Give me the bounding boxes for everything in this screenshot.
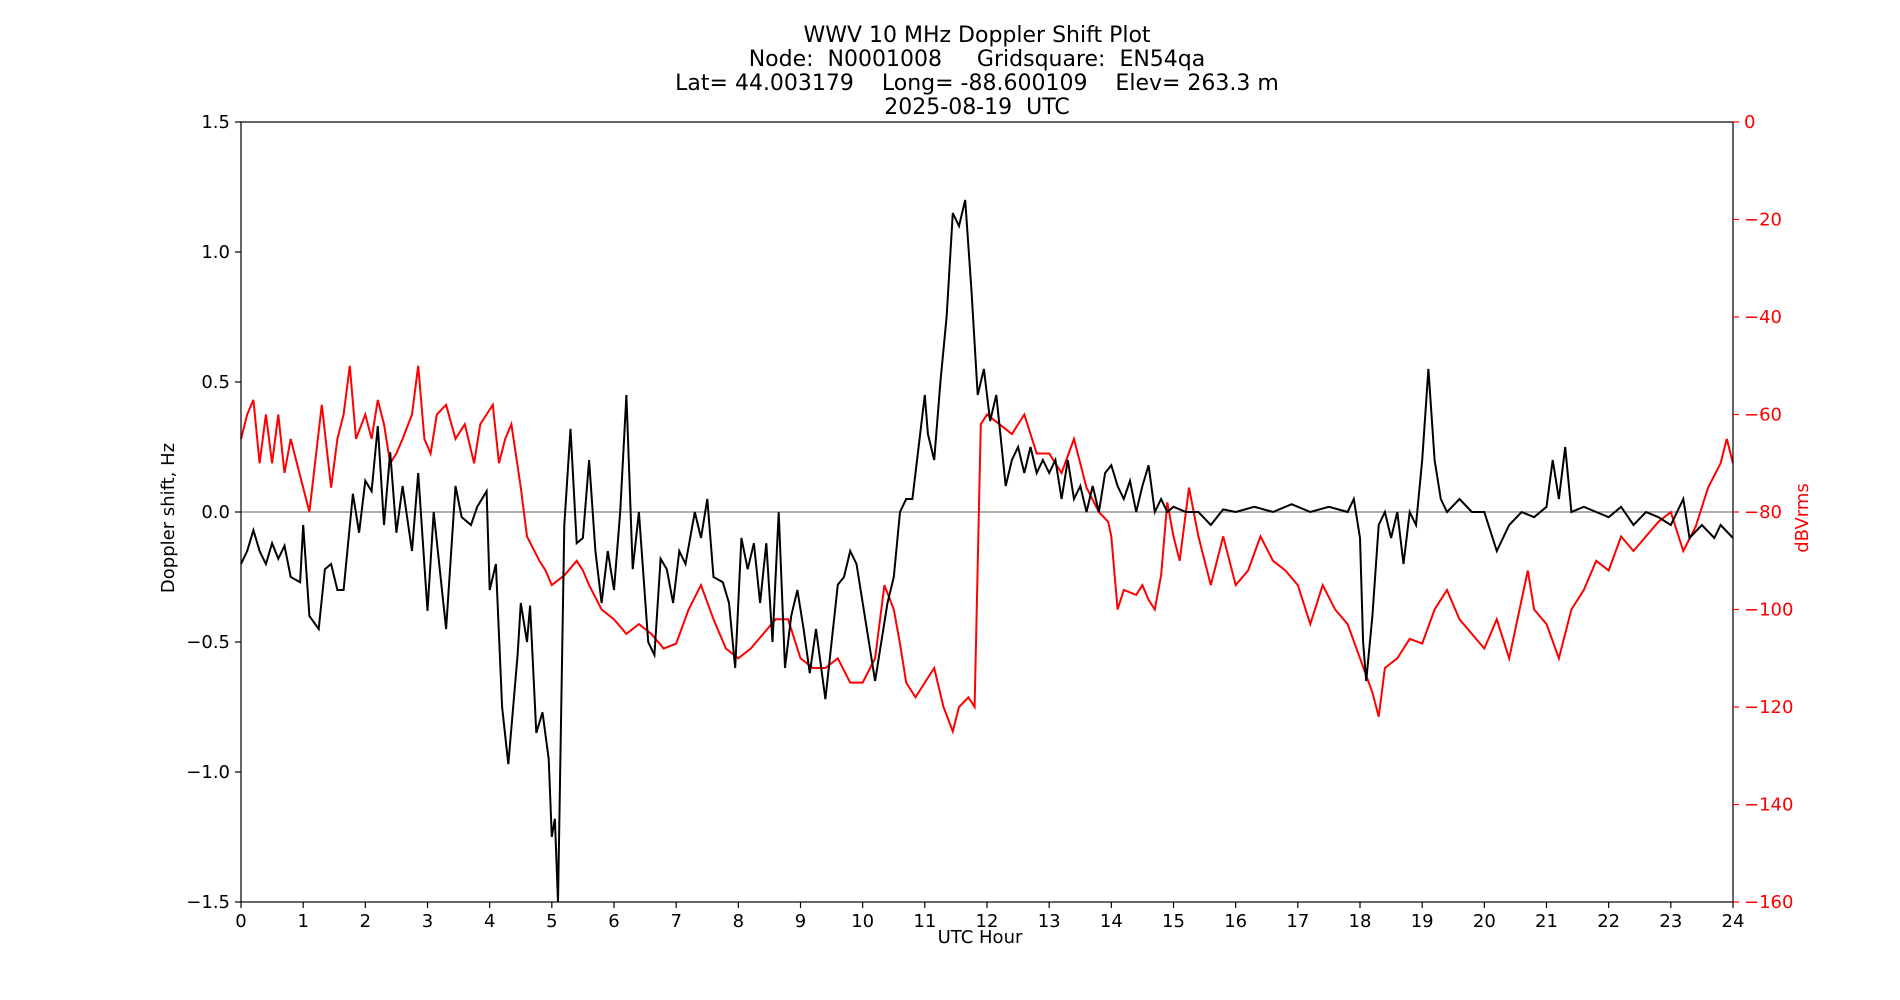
x-axis-ticks: 0 1 2 3 4 5 6 7 8 9 10 11 12 13 14 15 16 17 18 19 20 21 22 23 24	[235, 902, 1744, 932]
right-tick-label: −20	[1744, 210, 1782, 231]
x-tick-label: 1	[297, 911, 308, 932]
left-tick-label: 0.5	[201, 372, 230, 393]
left-tick-label: 0.0	[201, 502, 230, 523]
title-line-3: Lat= 44.003179 Long= -88.600109 Elev= 26…	[675, 71, 1279, 96]
left-tick-label: 1.0	[201, 242, 230, 263]
x-tick-label: 19	[1411, 911, 1434, 932]
power-series-line	[240, 365, 1734, 735]
left-tick-label: −1.0	[186, 762, 230, 783]
right-tick-label: −40	[1744, 307, 1782, 328]
title-line-2: Node: N0001008 Gridsquare: EN54qa	[749, 47, 1206, 72]
x-tick-label: 17	[1286, 911, 1309, 932]
x-tick-label: 4	[484, 911, 495, 932]
right-tick-label: 0	[1744, 112, 1755, 133]
x-tick-label: 2	[360, 911, 371, 932]
right-tick-label: −160	[1744, 892, 1793, 913]
x-tick-label: 10	[851, 911, 874, 932]
x-tick-label: 20	[1473, 911, 1496, 932]
x-tick-label: 22	[1597, 911, 1620, 932]
x-tick-label: 11	[913, 911, 936, 932]
title-line-1: WWV 10 MHz Doppler Shift Plot	[803, 23, 1150, 48]
x-tick-label: 8	[733, 911, 744, 932]
x-tick-label: 9	[795, 911, 806, 932]
x-tick-label: 21	[1535, 911, 1558, 932]
x-tick-label: 24	[1722, 911, 1745, 932]
title-line-4: 2025-08-19 UTC	[884, 95, 1069, 120]
x-tick-label: 12	[976, 911, 999, 932]
x-tick-label: 7	[670, 911, 681, 932]
x-tick-label: 13	[1038, 911, 1061, 932]
left-tick-label: −1.5	[186, 892, 230, 913]
right-axis-label: dBVrms	[1792, 483, 1813, 553]
x-tick-label: 6	[608, 911, 619, 932]
x-tick-label: 14	[1100, 911, 1123, 932]
right-tick-label: −60	[1744, 405, 1782, 426]
x-tick-label: 5	[546, 911, 557, 932]
x-tick-label: 3	[422, 911, 433, 932]
x-axis-label: UTC Hour	[938, 927, 1023, 948]
left-tick-label: −0.5	[186, 632, 230, 653]
x-tick-label: 18	[1349, 911, 1372, 932]
left-axis-ticks: 1.5 1.0 0.5 0.0 −0.5 −1.0 −1.5	[186, 112, 241, 913]
x-tick-label: 15	[1162, 911, 1185, 932]
right-tick-label: −120	[1744, 697, 1793, 718]
right-tick-label: −80	[1744, 502, 1782, 523]
left-tick-label: 1.5	[201, 112, 230, 133]
doppler-series-line	[240, 199, 1734, 903]
chart-title: WWV 10 MHz Doppler Shift Plot Node: N000…	[675, 23, 1279, 120]
x-tick-label: 16	[1224, 911, 1247, 932]
right-tick-label: −100	[1744, 600, 1793, 621]
x-tick-label: 23	[1659, 911, 1682, 932]
x-tick-label: 0	[235, 911, 246, 932]
right-axis-ticks: 0 −20 −40 −60 −80 −100 −120 −140 −160	[1733, 112, 1793, 913]
left-axis-label: Doppler shift, Hz	[158, 443, 179, 593]
right-tick-label: −140	[1744, 795, 1793, 816]
